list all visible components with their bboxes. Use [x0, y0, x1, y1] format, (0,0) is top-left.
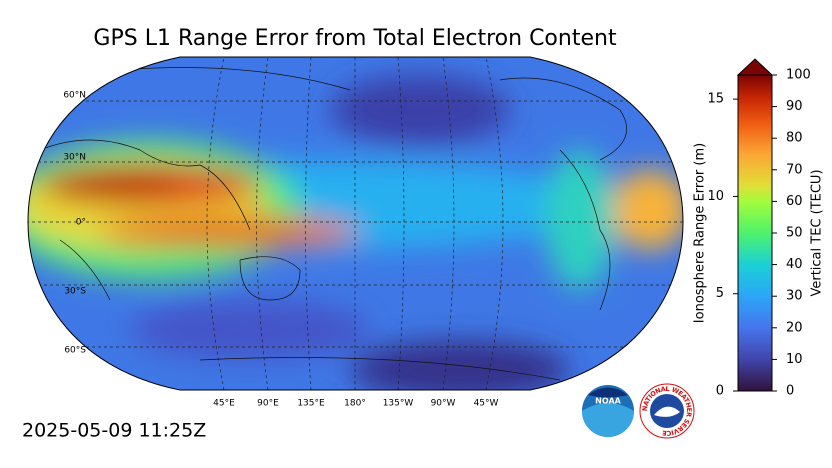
lon-label: 90°E	[257, 399, 279, 409]
noaa-logo: NOAA	[582, 385, 634, 437]
left-axis-label: Ionosphere Range Error (m)	[693, 143, 708, 323]
tick-label: 40	[786, 257, 803, 272]
lat-label: 60°N	[63, 91, 86, 101]
lon-label: 135°W	[383, 399, 414, 409]
tec-map	[28, 57, 683, 390]
right-axis-label: Vertical TEC (TECU)	[810, 169, 825, 296]
tick-label: 50	[786, 226, 803, 241]
title: GPS L1 Range Error from Total Electron C…	[93, 26, 617, 51]
lon-label: 180°	[344, 399, 366, 409]
tick-label: 10	[786, 352, 803, 367]
tick-label: 90	[786, 99, 803, 114]
tick-label: 70	[786, 162, 803, 177]
timestamp: 2025-05-09 11:25Z	[22, 420, 206, 442]
tick-label: 0	[716, 384, 724, 399]
noaa-text: NOAA	[595, 397, 621, 406]
tick-label: 20	[786, 320, 803, 335]
tick-label: 60	[786, 194, 803, 209]
lon-label: 45°E	[213, 399, 235, 409]
tick-label: 0	[786, 384, 794, 399]
tick-label: 5	[716, 286, 724, 301]
lon-label: 45°W	[474, 399, 499, 409]
lat-label: 30°N	[63, 153, 86, 163]
lat-label: 60°S	[64, 346, 86, 356]
lon-label: 135°E	[297, 399, 325, 409]
nws-logo: NATIONAL WEATHER SERVICE	[639, 383, 695, 439]
tick-label: 10	[707, 189, 724, 204]
colorbar	[737, 74, 773, 392]
lat-label: 0°	[76, 218, 86, 228]
tick-label: 15	[707, 92, 724, 107]
map-outline	[27, 56, 684, 391]
colorbar-extend	[736, 58, 774, 76]
lat-label: 30°S	[64, 287, 86, 297]
lon-label: 90°W	[431, 399, 456, 409]
tick-label: 30	[786, 289, 803, 304]
tick-label: 100	[786, 68, 811, 83]
tick-label: 80	[786, 131, 803, 146]
